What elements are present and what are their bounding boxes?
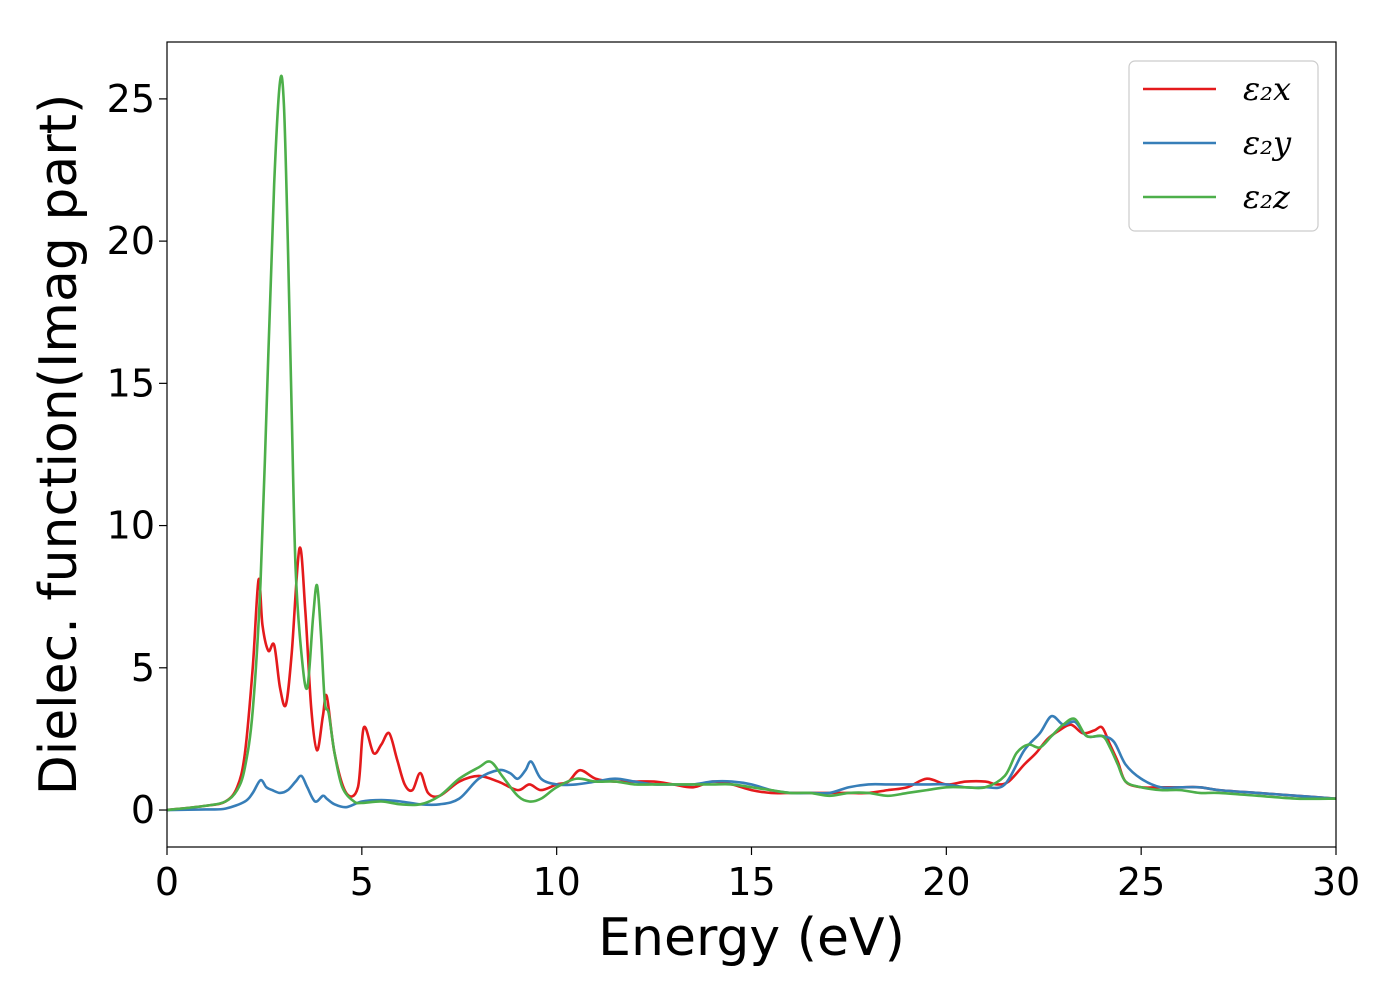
- x-tick-label: 5: [350, 860, 374, 904]
- y-tick-label: 20: [107, 219, 155, 263]
- x-tick-label: 30: [1312, 860, 1360, 904]
- legend-box: [1128, 60, 1319, 232]
- legend-label: ε₂x: [1243, 70, 1291, 108]
- y-axis-ticks: 0 5 10 15 20 25: [107, 77, 167, 832]
- legend-items: ε₂x ε₂y ε₂z: [1143, 70, 1292, 216]
- series-layer: [167, 74, 1336, 812]
- x-tick-label: 0: [155, 860, 179, 904]
- series-line-2: [167, 74, 1336, 812]
- legend: ε₂x ε₂y ε₂z: [1128, 60, 1319, 232]
- y-tick-label: 10: [107, 504, 155, 548]
- y-tick-label: 0: [131, 788, 155, 832]
- series-line-1: [167, 714, 1336, 812]
- x-tick-label: 20: [922, 860, 970, 904]
- series-line-0: [167, 546, 1336, 812]
- x-axis-ticks: 0 5 10 15 20 25 30: [155, 847, 1360, 904]
- x-tick-label: 10: [532, 860, 580, 904]
- legend-label: ε₂z: [1243, 178, 1291, 216]
- y-tick-label: 5: [131, 646, 155, 690]
- x-axis-title: Energy (eV): [598, 908, 905, 968]
- y-axis-title: Dielec. function(Imag part): [29, 94, 89, 796]
- x-tick-label: 25: [1117, 860, 1165, 904]
- y-tick-label: 25: [107, 77, 155, 121]
- legend-label: ε₂y: [1243, 124, 1292, 162]
- y-tick-label: 15: [107, 361, 155, 405]
- x-tick-label: 15: [727, 860, 775, 904]
